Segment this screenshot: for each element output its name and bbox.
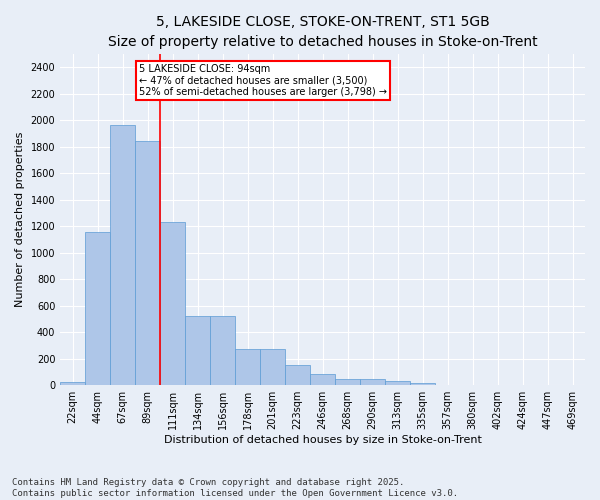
- Bar: [360, 379, 385, 385]
- Text: Contains HM Land Registry data © Crown copyright and database right 2025.
Contai: Contains HM Land Registry data © Crown c…: [12, 478, 458, 498]
- Bar: [110, 126, 135, 385]
- Bar: [310, 374, 335, 385]
- Title: 5, LAKESIDE CLOSE, STOKE-ON-TRENT, ST1 5GB
Size of property relative to detached: 5, LAKESIDE CLOSE, STOKE-ON-TRENT, ST1 5…: [108, 15, 538, 48]
- Bar: [410, 383, 435, 385]
- Bar: [335, 379, 360, 385]
- Bar: [460, 384, 485, 385]
- Bar: [510, 384, 535, 385]
- Bar: [560, 384, 585, 385]
- Bar: [135, 142, 160, 385]
- Bar: [210, 316, 235, 385]
- Bar: [235, 350, 260, 385]
- Bar: [535, 384, 560, 385]
- Bar: [435, 384, 460, 385]
- Bar: [160, 222, 185, 385]
- X-axis label: Distribution of detached houses by size in Stoke-on-Trent: Distribution of detached houses by size …: [164, 435, 482, 445]
- Text: 5 LAKESIDE CLOSE: 94sqm
← 47% of detached houses are smaller (3,500)
52% of semi: 5 LAKESIDE CLOSE: 94sqm ← 47% of detache…: [139, 64, 387, 97]
- Bar: [385, 380, 410, 385]
- Bar: [260, 350, 285, 385]
- Bar: [485, 384, 510, 385]
- Bar: [60, 382, 85, 385]
- Bar: [285, 364, 310, 385]
- Bar: [185, 316, 210, 385]
- Y-axis label: Number of detached properties: Number of detached properties: [15, 132, 25, 307]
- Bar: [85, 232, 110, 385]
